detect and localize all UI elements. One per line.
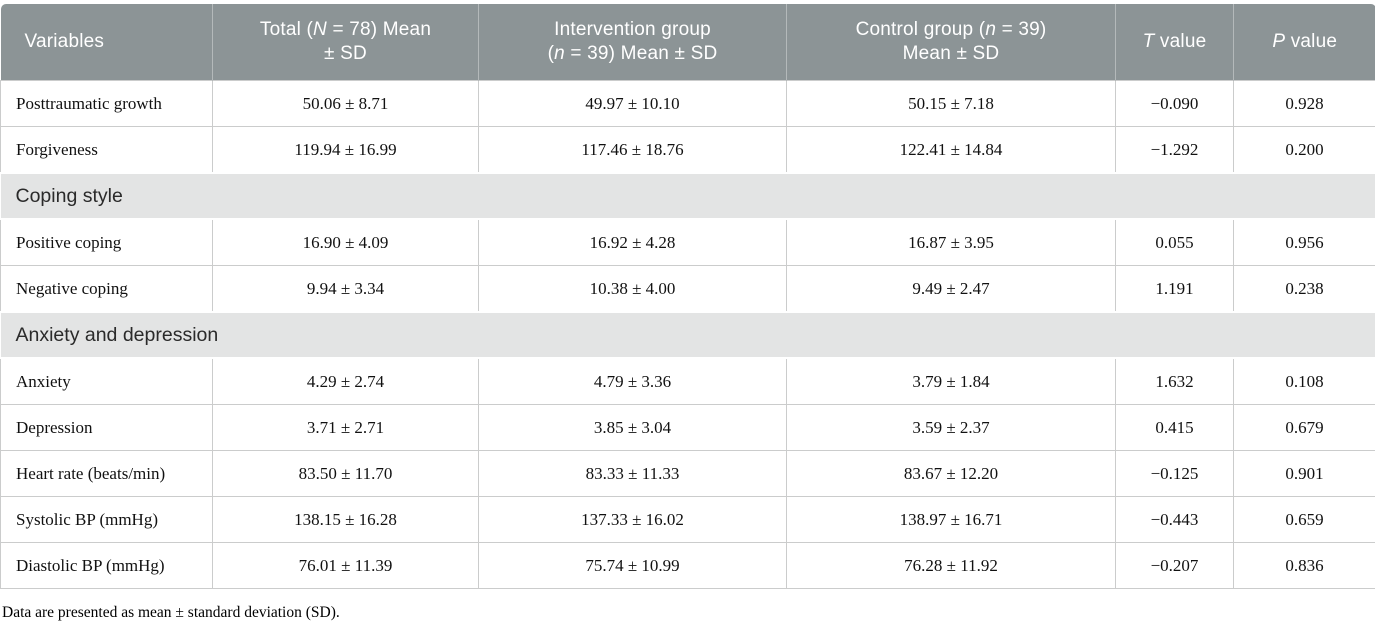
cell-variable: Posttraumatic growth	[1, 81, 213, 127]
cell-control: 3.59 ± 2.37	[787, 405, 1116, 451]
header-total-line2: ± SD	[324, 43, 367, 64]
cell-variable: Positive coping	[1, 219, 213, 266]
cell-p-value: 0.659	[1234, 497, 1375, 543]
cell-t-value: −0.090	[1116, 81, 1234, 127]
cell-t-value: 0.415	[1116, 405, 1234, 451]
cell-p-value: 0.901	[1234, 451, 1375, 497]
section-title: Anxiety and depression	[1, 312, 1375, 358]
cell-control: 83.67 ± 12.20	[787, 451, 1116, 497]
header-total-italic-n: N	[313, 19, 327, 40]
cell-variable: Systolic BP (mmHg)	[1, 497, 213, 543]
header-t-text: value	[1154, 31, 1206, 52]
header-control-line2: Mean ± SD	[903, 43, 1000, 64]
header-intervention-italic-n: n	[554, 43, 565, 64]
cell-t-value: 0.055	[1116, 219, 1234, 266]
cell-t-value: 1.632	[1116, 358, 1234, 405]
table-row: Forgiveness 119.94 ± 16.99 117.46 ± 18.7…	[1, 127, 1375, 174]
header-total-text2: = 78) Mean	[327, 19, 431, 40]
header-t-value: T value	[1116, 4, 1234, 81]
cell-variable: Negative coping	[1, 266, 213, 313]
cell-t-value: −0.443	[1116, 497, 1234, 543]
header-variables: Variables	[1, 4, 213, 81]
header-t-italic: T	[1143, 31, 1155, 52]
cell-p-value: 0.928	[1234, 81, 1375, 127]
cell-control: 50.15 ± 7.18	[787, 81, 1116, 127]
header-p-italic: P	[1272, 31, 1285, 52]
table-row: Depression 3.71 ± 2.71 3.85 ± 3.04 3.59 …	[1, 405, 1375, 451]
cell-variable: Heart rate (beats/min)	[1, 451, 213, 497]
header-total: Total (N = 78) Mean ± SD	[213, 4, 479, 81]
cell-total: 4.29 ± 2.74	[213, 358, 479, 405]
cell-p-value: 0.200	[1234, 127, 1375, 174]
table-row: Heart rate (beats/min) 83.50 ± 11.70 83.…	[1, 451, 1375, 497]
cell-variable: Anxiety	[1, 358, 213, 405]
header-p-value: P value	[1234, 4, 1375, 81]
cell-total: 50.06 ± 8.71	[213, 81, 479, 127]
cell-intervention: 137.33 ± 16.02	[479, 497, 787, 543]
cell-intervention: 10.38 ± 4.00	[479, 266, 787, 313]
cell-total: 119.94 ± 16.99	[213, 127, 479, 174]
cell-intervention: 16.92 ± 4.28	[479, 219, 787, 266]
cell-p-value: 0.238	[1234, 266, 1375, 313]
header-p-text: value	[1285, 31, 1337, 52]
header-control-text: Control group (	[856, 19, 986, 40]
header-row: Variables Total (N = 78) Mean ± SD Inter…	[1, 4, 1375, 81]
cell-intervention: 3.85 ± 3.04	[479, 405, 787, 451]
cell-total: 138.15 ± 16.28	[213, 497, 479, 543]
cell-control: 138.97 ± 16.71	[787, 497, 1116, 543]
cell-intervention: 4.79 ± 3.36	[479, 358, 787, 405]
cell-intervention: 83.33 ± 11.33	[479, 451, 787, 497]
cell-control: 122.41 ± 14.84	[787, 127, 1116, 174]
table-body: Posttraumatic growth 50.06 ± 8.71 49.97 …	[1, 81, 1375, 589]
table-row: Negative coping 9.94 ± 3.34 10.38 ± 4.00…	[1, 266, 1375, 313]
table-footnote: Data are presented as mean ± standard de…	[0, 604, 1375, 622]
header-control-italic-n: n	[985, 19, 996, 40]
cell-total: 16.90 ± 4.09	[213, 219, 479, 266]
cell-variable: Forgiveness	[1, 127, 213, 174]
header-control: Control group (n = 39) Mean ± SD	[787, 4, 1116, 81]
paper-table-figure: Variables Total (N = 78) Mean ± SD Inter…	[0, 0, 1375, 582]
table-row: Anxiety 4.29 ± 2.74 4.79 ± 3.36 3.79 ± 1…	[1, 358, 1375, 405]
cell-intervention: 49.97 ± 10.10	[479, 81, 787, 127]
cell-p-value: 0.956	[1234, 219, 1375, 266]
cell-variable: Depression	[1, 405, 213, 451]
section-row-coping-style: Coping style	[1, 173, 1375, 219]
cell-t-value: −0.125	[1116, 451, 1234, 497]
table-header: Variables Total (N = 78) Mean ± SD Inter…	[1, 4, 1375, 81]
table-row: Posttraumatic growth 50.06 ± 8.71 49.97 …	[1, 81, 1375, 127]
header-intervention-text2: = 39) Mean ± SD	[565, 43, 718, 64]
cell-total: 83.50 ± 11.70	[213, 451, 479, 497]
header-intervention: Intervention group (n = 39) Mean ± SD	[479, 4, 787, 81]
table-row: Positive coping 16.90 ± 4.09 16.92 ± 4.2…	[1, 219, 1375, 266]
header-total-text: Total (	[260, 19, 313, 40]
cell-control: 9.49 ± 2.47	[787, 266, 1116, 313]
cell-t-value: −1.292	[1116, 127, 1234, 174]
cell-total: 9.94 ± 3.34	[213, 266, 479, 313]
cell-total: 3.71 ± 2.71	[213, 405, 479, 451]
cell-control: 16.87 ± 3.95	[787, 219, 1116, 266]
header-intervention-line1: Intervention group	[554, 19, 711, 40]
cell-control: 3.79 ± 1.84	[787, 358, 1116, 405]
cell-p-value: 0.679	[1234, 405, 1375, 451]
table-row: Systolic BP (mmHg) 138.15 ± 16.28 137.33…	[1, 497, 1375, 543]
cell-intervention: 117.46 ± 18.76	[479, 127, 787, 174]
header-control-text2: = 39)	[996, 19, 1046, 40]
cell-t-value: 1.191	[1116, 266, 1234, 313]
header-variables-label: Variables	[25, 31, 105, 52]
cell-p-value: 0.108	[1234, 358, 1375, 405]
baseline-comparison-table: Variables Total (N = 78) Mean ± SD Inter…	[0, 4, 1375, 589]
section-row-anxiety-depression: Anxiety and depression	[1, 312, 1375, 358]
section-title: Coping style	[1, 173, 1375, 219]
